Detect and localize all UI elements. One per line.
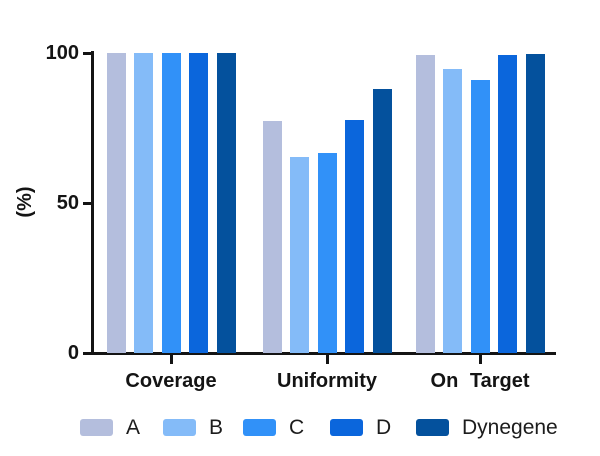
bar-Dynegene-uniformity: [372, 89, 392, 353]
bar-Dynegene-coverage: [216, 53, 236, 353]
y-tick-100: [83, 51, 91, 55]
x-tick-2: [325, 355, 329, 364]
bar-D-on-target: [498, 55, 517, 353]
y-tick-label-0: 0: [67, 342, 79, 364]
x-category-label-uniformity: Uniformity: [277, 370, 377, 392]
bar-B-coverage: [134, 53, 153, 353]
y-tick-50: [83, 201, 91, 205]
x-tick-3: [478, 355, 482, 364]
y-axis: [91, 51, 94, 355]
bar-C-uniformity: [317, 152, 337, 353]
bar-D-uniformity: [345, 120, 364, 353]
x-tick-1: [169, 355, 173, 364]
x-category-label-coverage: Coverage: [125, 370, 217, 392]
y-tick-label-100: 100: [45, 42, 79, 64]
bar-D-coverage: [189, 53, 208, 353]
bar-Dynegene-on-target: [525, 53, 545, 353]
y-tick-0: [83, 351, 91, 355]
bar-C-on-target: [470, 80, 490, 353]
bar-B-on-target: [443, 68, 462, 353]
x-axis: [85, 352, 556, 355]
bar-A-uniformity: [262, 121, 282, 353]
x-category-label-on-target: On Target: [430, 370, 530, 392]
y-tick-label-50: 50: [56, 192, 79, 214]
bar-C-coverage: [161, 53, 181, 353]
bar-A-coverage: [106, 53, 126, 353]
bar-A-on-target: [415, 55, 435, 353]
bar-B-uniformity: [290, 157, 309, 353]
